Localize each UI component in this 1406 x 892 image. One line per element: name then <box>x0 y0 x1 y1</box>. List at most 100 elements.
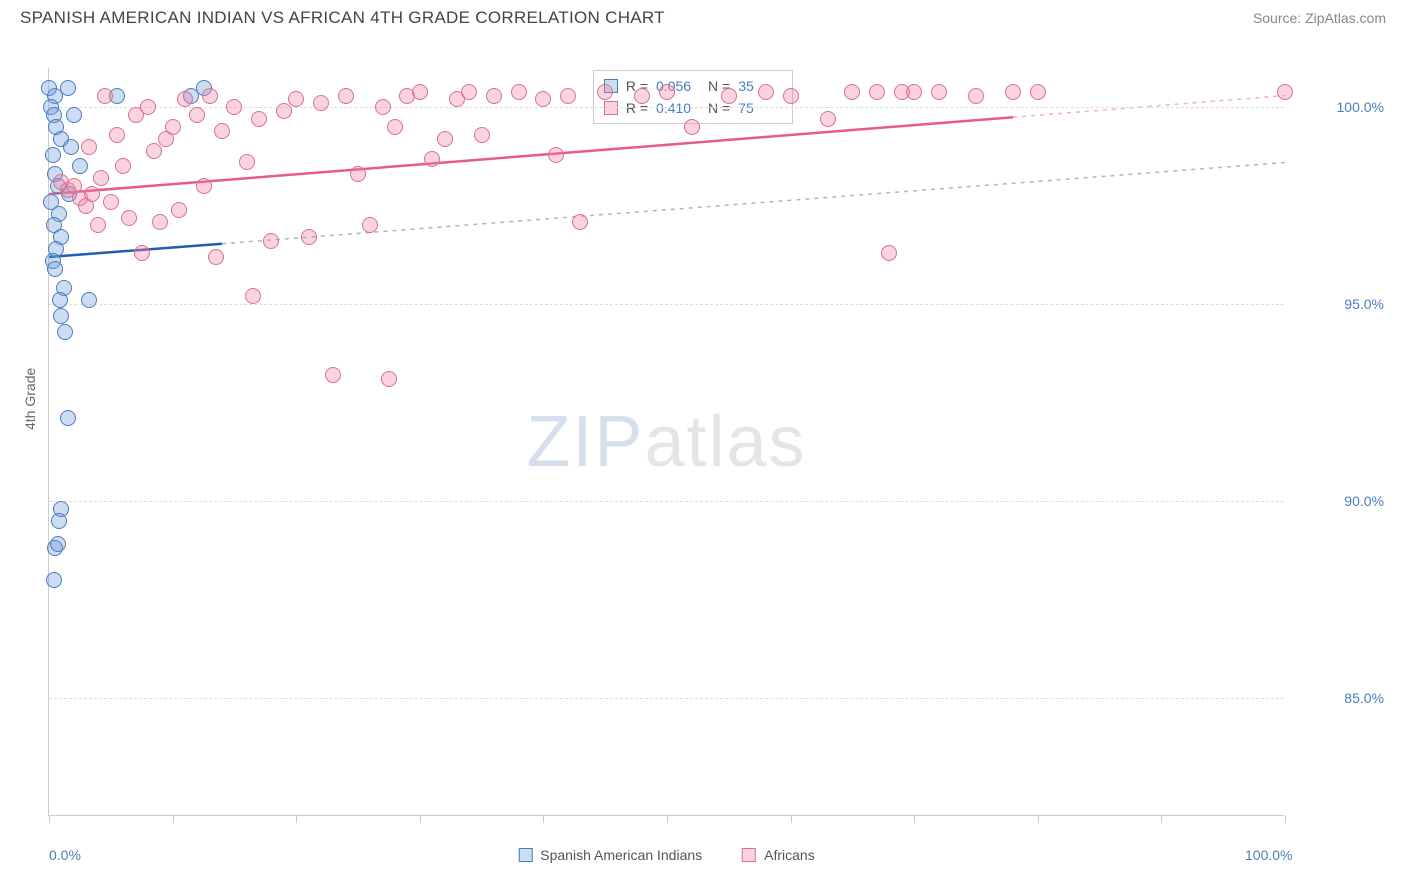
scatter-point <box>1005 84 1021 100</box>
scatter-point <box>146 143 162 159</box>
scatter-point <box>1030 84 1046 100</box>
plot-area: ZIPatlas R = 0.056N = 35R = 0.410N = 75 … <box>48 68 1284 816</box>
scatter-point <box>276 103 292 119</box>
x-tick <box>543 815 544 823</box>
x-tick <box>791 815 792 823</box>
scatter-point <box>968 88 984 104</box>
scatter-point <box>572 214 588 230</box>
y-axis-title: 4th Grade <box>22 368 38 430</box>
scatter-point <box>47 261 63 277</box>
x-tick <box>49 815 50 823</box>
scatter-point <box>301 229 317 245</box>
scatter-point <box>412 84 428 100</box>
scatter-point <box>196 178 212 194</box>
scatter-point <box>338 88 354 104</box>
scatter-point <box>81 139 97 155</box>
scatter-point <box>226 99 242 115</box>
scatter-point <box>53 308 69 324</box>
legend-swatch <box>742 848 756 862</box>
scatter-point <box>93 170 109 186</box>
scatter-point <box>820 111 836 127</box>
scatter-point <box>245 288 261 304</box>
scatter-point <box>931 84 947 100</box>
scatter-point <box>46 572 62 588</box>
legend-label: Spanish American Indians <box>540 847 702 863</box>
legend-swatch <box>518 848 532 862</box>
scatter-point <box>721 88 737 104</box>
scatter-point <box>52 292 68 308</box>
y-tick-label: 85.0% <box>1294 690 1384 706</box>
gridline-y <box>49 501 1284 502</box>
stats-row: R = 0.056N = 35 <box>604 75 782 97</box>
scatter-point <box>424 151 440 167</box>
legend-label: Africans <box>764 847 815 863</box>
scatter-point <box>1277 84 1293 100</box>
gridline-y <box>49 304 1284 305</box>
x-tick <box>296 815 297 823</box>
scatter-point <box>869 84 885 100</box>
scatter-point <box>560 88 576 104</box>
scatter-point <box>350 166 366 182</box>
scatter-point <box>381 371 397 387</box>
scatter-point <box>844 84 860 100</box>
scatter-point <box>684 119 700 135</box>
bottom-legend: Spanish American Indians Africans <box>518 847 814 863</box>
scatter-point <box>66 107 82 123</box>
scatter-point <box>375 99 391 115</box>
scatter-point <box>362 217 378 233</box>
scatter-point <box>202 88 218 104</box>
scatter-point <box>140 99 156 115</box>
scatter-point <box>387 119 403 135</box>
y-tick-label: 100.0% <box>1294 99 1384 115</box>
scatter-point <box>165 119 181 135</box>
scatter-point <box>881 245 897 261</box>
scatter-point <box>109 127 125 143</box>
scatter-point <box>134 245 150 261</box>
x-tick <box>173 815 174 823</box>
y-tick-label: 95.0% <box>1294 296 1384 312</box>
x-tick <box>914 815 915 823</box>
scatter-point <box>548 147 564 163</box>
regression-lines <box>49 68 1284 815</box>
scatter-point <box>84 186 100 202</box>
scatter-point <box>103 194 119 210</box>
scatter-point <box>152 214 168 230</box>
scatter-point <box>189 107 205 123</box>
regression-line <box>222 162 1285 243</box>
scatter-point <box>208 249 224 265</box>
legend-item: Spanish American Indians <box>518 847 702 863</box>
scatter-point <box>486 88 502 104</box>
legend-item: Africans <box>742 847 815 863</box>
scatter-point <box>659 84 675 100</box>
scatter-point <box>115 158 131 174</box>
chart-title: SPANISH AMERICAN INDIAN VS AFRICAN 4TH G… <box>20 8 665 28</box>
scatter-point <box>313 95 329 111</box>
scatter-point <box>263 233 279 249</box>
x-tick <box>1285 815 1286 823</box>
scatter-point <box>288 91 304 107</box>
scatter-point <box>177 91 193 107</box>
scatter-point <box>511 84 527 100</box>
x-tick <box>667 815 668 823</box>
source-label: Source: ZipAtlas.com <box>1253 10 1386 26</box>
scatter-point <box>72 158 88 174</box>
scatter-point <box>214 123 230 139</box>
x-tick <box>420 815 421 823</box>
regression-line <box>49 117 1013 194</box>
scatter-point <box>758 84 774 100</box>
scatter-point <box>437 131 453 147</box>
scatter-point <box>63 139 79 155</box>
scatter-point <box>474 127 490 143</box>
scatter-point <box>60 80 76 96</box>
scatter-point <box>60 410 76 426</box>
x-tick-label: 0.0% <box>49 847 81 863</box>
scatter-point <box>597 84 613 100</box>
scatter-point <box>57 324 73 340</box>
gridline-y <box>49 698 1284 699</box>
scatter-point <box>121 210 137 226</box>
scatter-point <box>461 84 477 100</box>
scatter-point <box>634 88 650 104</box>
scatter-point <box>251 111 267 127</box>
scatter-point <box>325 367 341 383</box>
scatter-point <box>239 154 255 170</box>
